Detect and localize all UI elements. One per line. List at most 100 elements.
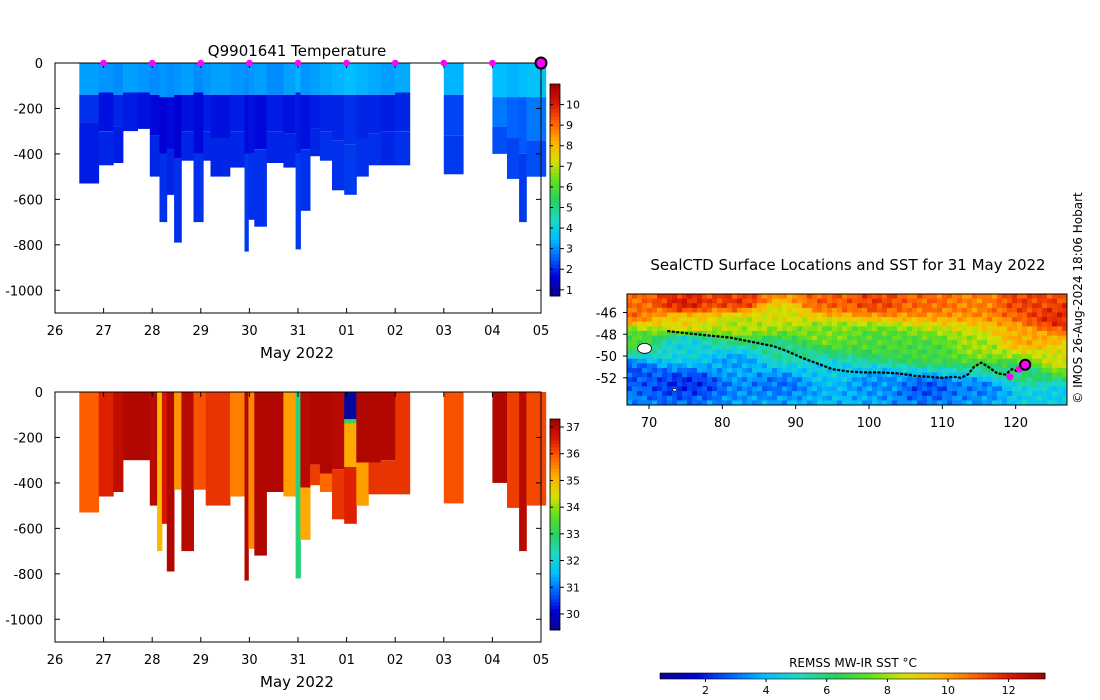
sst-cell bbox=[832, 363, 838, 369]
sst-cell bbox=[687, 344, 693, 351]
sst-cell bbox=[662, 335, 668, 341]
sst-cell bbox=[1047, 381, 1053, 388]
y-tick-label: -600 bbox=[13, 522, 43, 537]
sst-cell bbox=[1042, 294, 1048, 300]
sst-cell bbox=[812, 340, 818, 346]
sst-cell bbox=[742, 358, 748, 364]
sst-cell bbox=[952, 331, 958, 337]
colorbar-segment bbox=[550, 517, 560, 522]
sst-cell bbox=[962, 326, 968, 332]
sst-cell bbox=[877, 377, 883, 383]
sst-cell bbox=[647, 395, 653, 401]
sst-cell bbox=[962, 307, 968, 314]
profile-cell bbox=[230, 131, 245, 168]
sst-colorbar-segment bbox=[708, 673, 714, 679]
sst-cell bbox=[927, 317, 933, 323]
sst-cell bbox=[757, 312, 763, 318]
colorbar-segment bbox=[550, 598, 560, 603]
profile-cell bbox=[174, 94, 182, 159]
sst-cell bbox=[642, 354, 648, 360]
sst-cell bbox=[747, 298, 753, 304]
sst-cell bbox=[772, 358, 778, 364]
sst-cell bbox=[857, 400, 863, 405]
sst-cell bbox=[942, 358, 948, 364]
sst-cell bbox=[1057, 303, 1063, 309]
sst-cell bbox=[932, 321, 938, 327]
sst-colorbar: REMSS MW-IR SST °C 2 4 6 8 10 12 bbox=[659, 656, 1046, 697]
sst-cell bbox=[932, 349, 938, 355]
profile-cell bbox=[380, 131, 396, 166]
sst-cell bbox=[712, 349, 718, 355]
sst-cell bbox=[982, 368, 988, 374]
sst-cell bbox=[1017, 298, 1023, 304]
colorbar-segment bbox=[550, 250, 560, 255]
sst-cell bbox=[757, 354, 763, 360]
sst-cell bbox=[787, 312, 793, 318]
sst-cell bbox=[752, 303, 758, 309]
sst-cell bbox=[907, 354, 913, 360]
sst-cell bbox=[1012, 358, 1018, 364]
sst-cell bbox=[937, 395, 943, 401]
sst-cell bbox=[642, 307, 648, 314]
sst-cell bbox=[982, 298, 988, 304]
sst-cell bbox=[892, 298, 898, 304]
sst-cell bbox=[762, 381, 768, 388]
sst-cell bbox=[1032, 368, 1038, 374]
sst-cell bbox=[897, 391, 903, 397]
sst-cell bbox=[947, 321, 953, 327]
sst-cell bbox=[817, 391, 823, 397]
profile-cell bbox=[319, 94, 333, 132]
sst-cell bbox=[927, 377, 933, 383]
salinity-y-ticks: 0-200-400-600-800-1000 bbox=[5, 386, 541, 628]
sst-cell bbox=[942, 391, 948, 397]
sst-cell bbox=[1057, 312, 1063, 318]
sst-cell bbox=[997, 395, 1003, 401]
sst-cell bbox=[867, 377, 873, 383]
sst-cell bbox=[747, 340, 753, 346]
sst-cell bbox=[742, 400, 748, 405]
sst-cell bbox=[922, 317, 928, 323]
sst-cell bbox=[897, 331, 903, 337]
sst-cell bbox=[1002, 307, 1008, 314]
sst-cell bbox=[892, 368, 898, 374]
sst-cell bbox=[682, 303, 688, 309]
sst-cell bbox=[807, 377, 813, 383]
sst-cell bbox=[882, 340, 888, 346]
sst-cell bbox=[712, 317, 718, 323]
colorbar-segment bbox=[550, 214, 560, 219]
sst-cell bbox=[872, 372, 878, 378]
sst-cell bbox=[857, 344, 863, 351]
sst-cell bbox=[932, 400, 938, 405]
colorbar-segment bbox=[550, 175, 560, 180]
sst-colorbar-segment bbox=[881, 673, 887, 679]
sst-cell bbox=[867, 298, 873, 304]
sst-colorbar-segment bbox=[669, 673, 675, 679]
sst-cell bbox=[872, 349, 878, 355]
sst-cell bbox=[972, 400, 978, 405]
sst-cell bbox=[752, 298, 758, 304]
sst-cell bbox=[1032, 312, 1038, 318]
sst-cell bbox=[637, 294, 643, 300]
sst-cell bbox=[852, 307, 858, 314]
sst-cell bbox=[962, 321, 968, 327]
profile-cell bbox=[98, 131, 114, 166]
sst-cell bbox=[932, 372, 938, 378]
sst-cell bbox=[787, 377, 793, 383]
sst-cell bbox=[747, 317, 753, 323]
sst-cell bbox=[637, 363, 643, 369]
colorbar-segment bbox=[550, 443, 560, 448]
sst-cell bbox=[802, 298, 808, 304]
sst-cell bbox=[712, 321, 718, 327]
sst-cell bbox=[1042, 354, 1048, 360]
sst-cell bbox=[1052, 377, 1058, 383]
profile-cell bbox=[443, 94, 464, 136]
sst-cell bbox=[847, 303, 853, 309]
sst-cell bbox=[892, 395, 898, 401]
sst-cell bbox=[967, 326, 973, 332]
sst-cell bbox=[647, 354, 653, 360]
sst-cell bbox=[1017, 386, 1023, 392]
sst-cell bbox=[932, 368, 938, 374]
sst-cell bbox=[627, 368, 633, 374]
sst-cell bbox=[817, 395, 823, 401]
sst-cell bbox=[882, 312, 888, 318]
